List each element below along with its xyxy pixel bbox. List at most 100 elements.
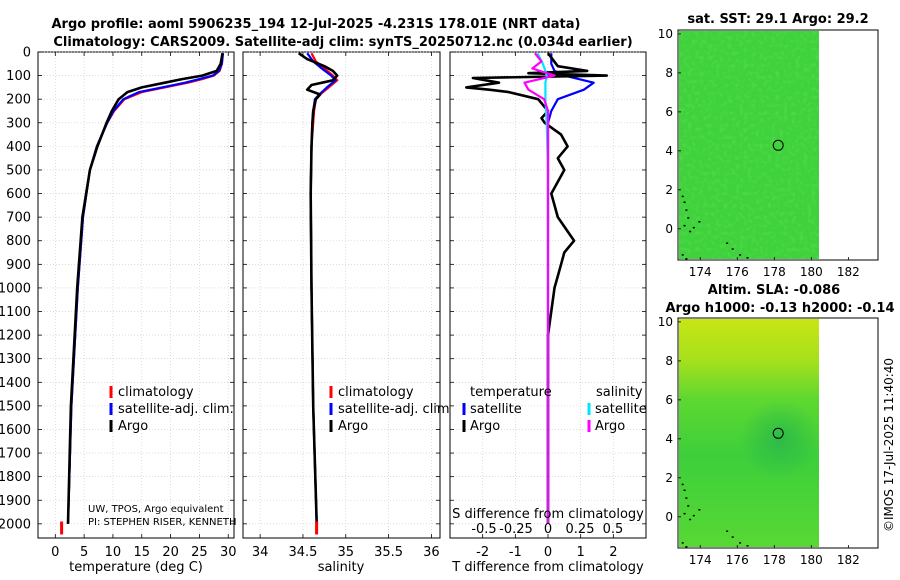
map-x-tick-label: 180 [800, 265, 823, 279]
legend-satellite-label: satellite-adj. clim. [118, 402, 234, 417]
depth-tick-label: 500 [6, 163, 31, 178]
map-x-tick-label: 176 [726, 265, 749, 279]
x-tick-label: 34.5 [288, 545, 317, 560]
sst-coastline [681, 195, 749, 260]
coast-fragment [731, 536, 734, 538]
s-diff-tick-label: -0.25 [499, 522, 533, 537]
coast-fragment [685, 258, 688, 260]
coast-fragment [683, 201, 686, 204]
x-tick-label: 5 [80, 545, 88, 560]
legend-s-satellite-label: satellite [595, 402, 647, 417]
sst-map-title: sat. SST: 29.1 Argo: 29.2 [687, 12, 868, 27]
depth-tick-label: 0 [23, 46, 31, 61]
depth-tick-label: 1700 [0, 447, 31, 462]
depth-tick-label: 700 [6, 211, 31, 226]
map-y-tick-label: 8 [665, 354, 673, 368]
x-tick-label: 15 [133, 545, 150, 560]
series-line-t-argo [464, 52, 609, 524]
map-y-tick-label: 0 [665, 510, 673, 524]
depth-tick-label: 600 [6, 187, 31, 202]
series-line-argo [66, 52, 224, 524]
x-tick-label: -1 [509, 545, 522, 560]
coast-fragment [689, 518, 692, 521]
map-y-tick-label: 2 [665, 471, 673, 485]
map-y-tick-label: 4 [665, 144, 673, 158]
coast-fragment [731, 248, 734, 250]
temperature-panel: 0 5 10 15 20 25 30 temperature (deg C) climato… [37, 51, 237, 575]
depth-tick-label: 1800 [0, 470, 31, 485]
map-y-tick-label: 8 [665, 66, 673, 80]
x-tick-label: 36 [423, 545, 440, 560]
depth-tick-label: 1300 [0, 352, 31, 367]
sla-map-title1: Altim. SLA: -0.086 [708, 283, 840, 298]
map-x-tick-label: 180 [800, 553, 823, 567]
temperature-diff-legend: temperature satellite Argo [462, 385, 552, 434]
coast-fragment [683, 489, 686, 492]
depth-tick-label: 1900 [0, 494, 31, 509]
coast-fragment [683, 224, 686, 227]
map-x-tick-label: 174 [689, 553, 712, 567]
note-line1: UW, TPOS, Argo equivalent [88, 504, 224, 515]
coast-fragment [739, 254, 742, 256]
series-line-s-argo [523, 52, 556, 524]
depth-axis: 0 100 200 300 400 500 600 700 800 900 1000 1100 1200… [0, 46, 31, 533]
coast-fragment [685, 209, 688, 211]
x-tick-label: 20 [162, 545, 179, 560]
s-diff-tick-label: 0.25 [566, 522, 595, 537]
coast-fragment [746, 257, 749, 259]
map-x-tick-label: 178 [763, 265, 786, 279]
depth-tick-label: 100 [6, 69, 31, 84]
map-y-tick-label: 0 [665, 222, 673, 236]
x-tick-label: -2 [476, 545, 489, 560]
sst-map: sat. SST: 29.1 Argo: 29.2 174 176 178 180 18… [658, 12, 879, 279]
coast-fragment [689, 230, 692, 233]
legend-s-argo-label: Argo [595, 419, 625, 434]
coast-fragment [681, 254, 684, 256]
series-line-argo [297, 52, 339, 524]
map-y-tick-label: 4 [665, 432, 673, 446]
legend-argo-label: Argo [118, 419, 148, 434]
coast-fragment [692, 514, 695, 517]
coast-fragment [746, 545, 749, 547]
coast-fragment [739, 542, 742, 544]
temperature-legend: climatology satellite-adj. clim. Argo [109, 385, 234, 434]
t-diff-xlabel: T difference from climatology [451, 560, 644, 575]
depth-tick-label: 1200 [0, 329, 31, 344]
map-y-tick-label: 6 [665, 393, 673, 407]
depth-tick-label: 1400 [0, 376, 31, 391]
map-x-tick-label: 176 [726, 553, 749, 567]
sla-low-spot [740, 400, 820, 480]
s-diff-tick-label: 0.5 [603, 522, 624, 537]
legend-climatology-label: climatology [118, 385, 194, 400]
legend-climatology-label: climatology [338, 385, 414, 400]
coast-fragment [685, 546, 688, 548]
depth-tick-label: 800 [6, 234, 31, 249]
legend-t-argo-label: Argo [470, 419, 500, 434]
x-tick-label: 0 [51, 545, 59, 560]
s-diff-xlabel: S difference from climatology [452, 507, 644, 522]
depth-tick-label: 1000 [0, 281, 31, 296]
map-x-tick-label: 182 [837, 553, 860, 567]
temperature-xlabel: temperature (deg C) [69, 560, 203, 575]
figure-title-line2: Climatology: CARS2009. Satellite-adj cli… [53, 35, 632, 50]
depth-tick-label: 1600 [0, 423, 31, 438]
depth-tick-label: 200 [6, 93, 31, 108]
coast-fragment [681, 195, 684, 198]
x-tick-label: 30 [220, 545, 237, 560]
depth-tick-label: 2000 [0, 517, 31, 532]
x-tick-label: 0 [544, 545, 552, 560]
coast-fragment [698, 221, 701, 223]
x-tick-label: 25 [191, 545, 208, 560]
depth-tick-label: 300 [6, 116, 31, 131]
x-tick-label: 1 [577, 545, 585, 560]
difference-panel: -2 -1 0 1 2 T difference from climatology S … [449, 51, 647, 575]
salinity-xlabel: salinity [318, 560, 365, 575]
coast-fragment [726, 242, 729, 244]
map-y-tick-label: 10 [658, 27, 673, 41]
x-tick-label: 34 [252, 545, 269, 560]
coast-fragment [683, 512, 686, 515]
legend-argo-label: Argo [338, 419, 368, 434]
map-y-tick-label: 2 [665, 183, 673, 197]
map-x-tick-label: 178 [763, 553, 786, 567]
legend-satellite-label: satellite-adj. clim. [338, 402, 454, 417]
